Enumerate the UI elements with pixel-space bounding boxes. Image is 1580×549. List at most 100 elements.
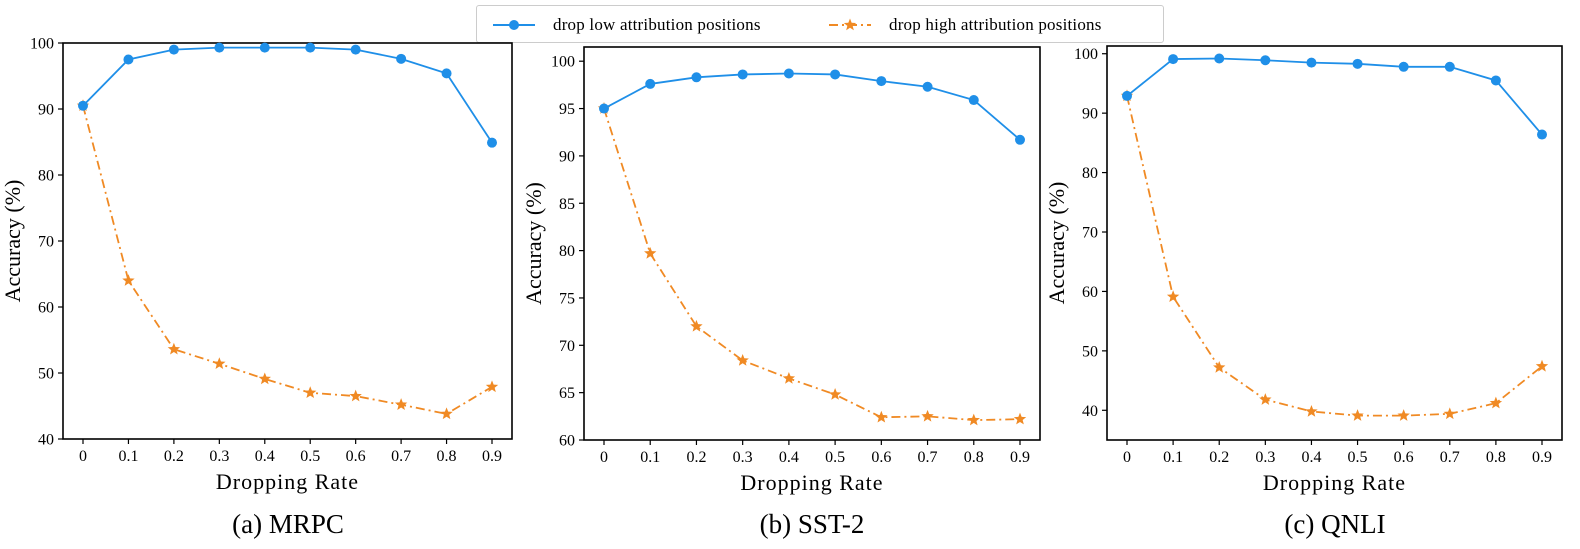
plot-frame xyxy=(62,42,513,440)
data-point-high xyxy=(875,410,888,423)
data-point-high xyxy=(967,413,980,426)
data-point-low xyxy=(1306,57,1317,68)
x-tick-label: 0.2 xyxy=(1209,449,1229,466)
y-tick-label: 60 xyxy=(38,300,54,317)
data-point-low xyxy=(1168,54,1179,65)
data-point-high xyxy=(304,386,317,399)
series-line-low xyxy=(1126,57,1543,136)
data-point-high xyxy=(213,357,226,370)
legend-item-high: drop high attribution positions xyxy=(827,6,1102,44)
x-tick-label: 0.2 xyxy=(164,448,184,465)
series-line-high xyxy=(82,105,493,415)
data-point-high xyxy=(1166,290,1180,303)
data-point-low xyxy=(396,53,407,64)
legend: drop low attribution positions drop high… xyxy=(476,5,1164,43)
y-tick-label: 40 xyxy=(1082,403,1098,420)
data-point-low xyxy=(645,78,656,89)
x-tick-label: 0.8 xyxy=(964,449,984,466)
legend-marker-high xyxy=(829,18,871,31)
y-axis-label: Accuracy (%) xyxy=(521,182,546,305)
data-point-low xyxy=(876,76,887,87)
y-tick-label: 60 xyxy=(1082,284,1098,301)
data-point-high xyxy=(1397,409,1410,421)
y-axis-label: Accuracy (%) xyxy=(0,180,25,303)
chart-caption: (b) SST-2 xyxy=(760,509,865,539)
x-tick-label: 0.2 xyxy=(686,449,706,466)
data-point-low xyxy=(599,103,609,114)
data-point-high xyxy=(921,409,934,422)
chart-1: 60 65 70 75 80 85 90 95 100 0 0.1 0.2 0.3 0.4 0.5 0.6 0.… xyxy=(521,46,1041,539)
x-tick-label: 0.3 xyxy=(1255,449,1275,466)
data-point-low xyxy=(487,137,497,148)
data-point-low xyxy=(1015,134,1025,145)
data-point-low xyxy=(305,42,316,53)
y-tick-label: 85 xyxy=(559,196,575,213)
x-tick-label: 0.6 xyxy=(1394,449,1414,466)
data-point-low xyxy=(259,42,270,53)
legend-label-high: drop high attribution positions xyxy=(889,15,1102,34)
plot-frame xyxy=(1106,45,1563,441)
y-tick-label: 65 xyxy=(559,385,575,402)
x-tick-label: 0.4 xyxy=(255,448,275,465)
x-tick-label: 0.9 xyxy=(482,448,502,465)
y-tick-label: 70 xyxy=(1082,225,1098,242)
x-tick-label: 0 xyxy=(600,449,608,466)
data-point-high xyxy=(736,353,749,366)
data-point-low xyxy=(783,68,794,79)
data-point-high xyxy=(782,371,796,384)
data-point-low xyxy=(968,95,979,106)
data-point-high xyxy=(1443,407,1456,420)
y-tick-label: 95 xyxy=(559,101,575,118)
data-point-low xyxy=(441,68,452,79)
data-point-low xyxy=(1122,90,1132,101)
data-point-low xyxy=(1352,58,1363,69)
data-point-high xyxy=(122,274,135,286)
y-tick-label: 100 xyxy=(551,54,575,71)
y-tick-label: 50 xyxy=(1082,343,1098,360)
data-point-low xyxy=(691,72,702,83)
chart-2: 40 50 60 70 80 90 100 0 0.1 0.2 0.3 0.4 0.5 0.6 0.7 0.8… xyxy=(1044,45,1563,539)
legend-label-low: drop low attribution positions xyxy=(553,15,761,34)
y-tick-label: 40 xyxy=(38,432,54,449)
data-point-low xyxy=(737,69,748,80)
data-point-high xyxy=(1213,361,1226,373)
x-tick-label: 0.3 xyxy=(733,449,753,466)
data-point-low xyxy=(1260,55,1271,66)
x-tick-label: 0.1 xyxy=(640,449,660,466)
data-point-low xyxy=(1214,53,1225,64)
data-point-low xyxy=(1490,75,1501,86)
y-tick-label: 80 xyxy=(38,168,54,185)
x-tick-label: 0.1 xyxy=(1163,449,1183,466)
data-point-low xyxy=(214,42,225,53)
x-tick-label: 0.5 xyxy=(825,449,845,466)
data-point-high xyxy=(349,389,362,402)
legend-item-low: drop low attribution positions xyxy=(491,6,761,44)
data-point-low xyxy=(350,44,361,55)
data-point-low xyxy=(78,100,88,111)
y-tick-label: 70 xyxy=(559,338,575,355)
x-tick-label: 0.9 xyxy=(1532,449,1552,466)
x-tick-label: 0.6 xyxy=(871,449,891,466)
x-axis-label: Dropping Rate xyxy=(1263,470,1406,495)
data-point-low xyxy=(1444,61,1455,72)
x-tick-label: 0.4 xyxy=(1301,449,1321,466)
plot-frame xyxy=(583,46,1041,441)
data-point-low xyxy=(830,69,841,80)
x-tick-label: 0.8 xyxy=(1486,449,1506,466)
x-tick-label: 0.5 xyxy=(1348,449,1368,466)
x-tick-label: 0.8 xyxy=(437,448,457,465)
data-point-high xyxy=(828,388,842,400)
x-tick-label: 0.3 xyxy=(209,448,229,465)
data-point-low xyxy=(1398,61,1409,72)
y-tick-label: 80 xyxy=(1082,165,1098,182)
x-tick-label: 0.9 xyxy=(1010,449,1030,466)
x-tick-label: 0.7 xyxy=(391,448,411,465)
data-point-high xyxy=(167,342,181,355)
y-tick-label: 100 xyxy=(30,36,54,53)
data-point-high xyxy=(1259,393,1272,405)
data-point-low xyxy=(123,54,134,65)
y-tick-label: 90 xyxy=(1082,106,1098,123)
data-point-high xyxy=(485,380,499,393)
series-line-low xyxy=(82,46,493,144)
